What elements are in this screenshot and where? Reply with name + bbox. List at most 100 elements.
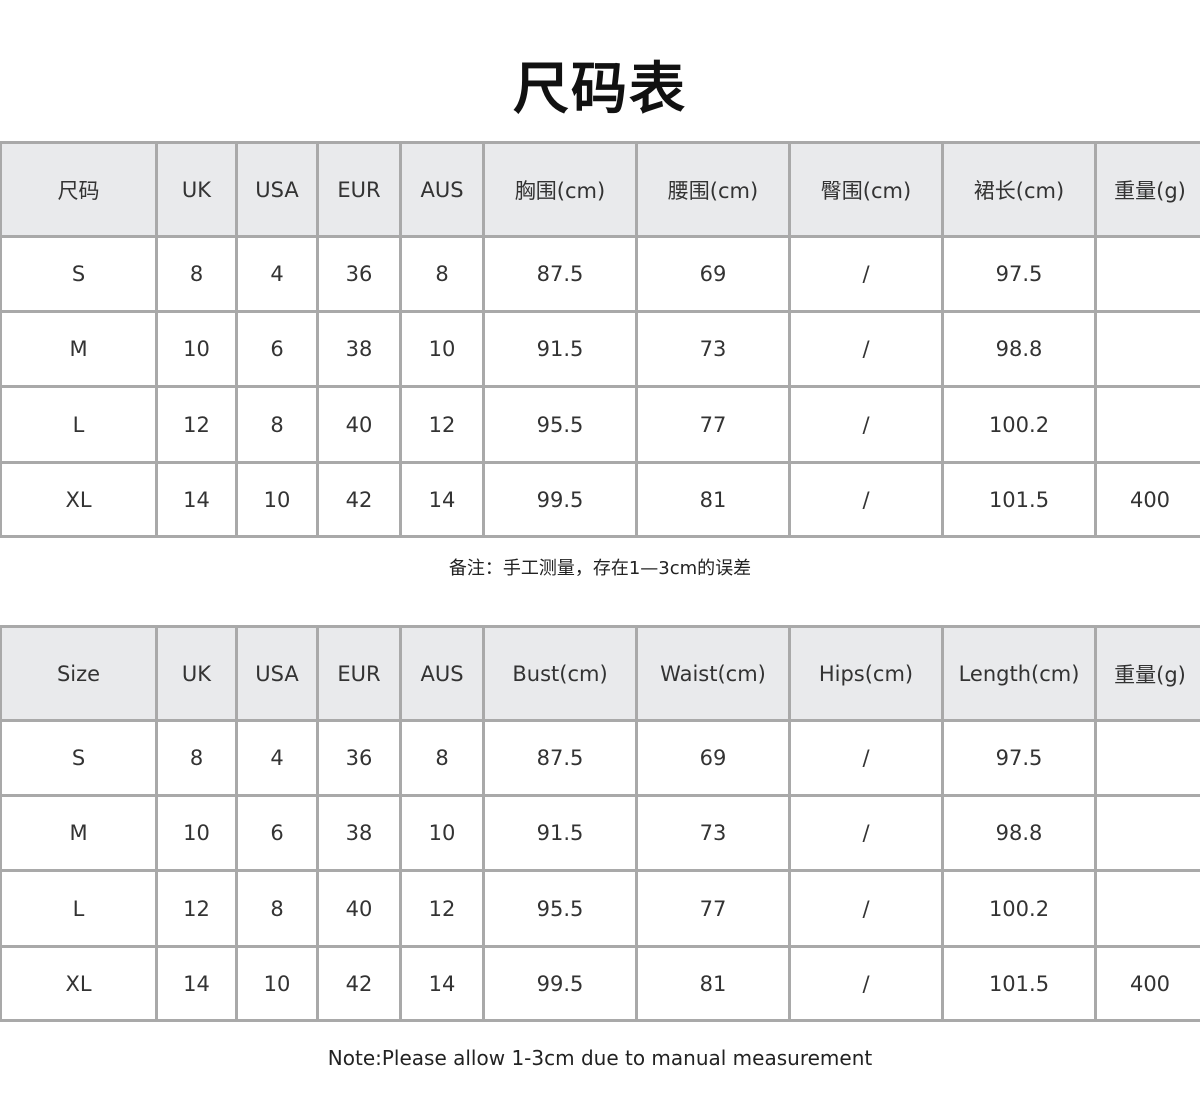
table-cell: 95.5 <box>482 385 638 464</box>
table-cell: 73 <box>635 310 791 388</box>
table-row: XL 14 10 42 14 99.5 81/101.5 400 <box>0 945 1200 1022</box>
table-cell: / <box>788 461 944 538</box>
table-cell: 8 <box>155 719 238 797</box>
table-cell: 101.5 <box>941 945 1097 1022</box>
column-header: 重量(g) <box>1094 141 1200 238</box>
table-cell: 14 <box>399 461 485 538</box>
column-header: USA <box>235 625 319 722</box>
table-cell: 12 <box>155 869 238 948</box>
table-cell: 12 <box>155 385 238 464</box>
column-header: 裙长(cm) <box>941 141 1097 238</box>
table-cell: / <box>788 310 944 388</box>
table-cell <box>1094 385 1200 464</box>
table-cell: 69 <box>635 719 791 797</box>
table-cell: 14 <box>399 945 485 1022</box>
table-cell: 12 <box>399 385 485 464</box>
table-cell: 38 <box>316 794 402 872</box>
table-cell: 99.5 <box>482 461 638 538</box>
table-cell: 42 <box>316 461 402 538</box>
column-header: UK <box>155 625 238 722</box>
table-cell: 8 <box>235 385 319 464</box>
table-cell: 91.5 <box>482 794 638 872</box>
table-cell: 10 <box>235 461 319 538</box>
table-cell <box>1094 235 1200 313</box>
table-cell: XL <box>0 945 158 1022</box>
table-cell: 69 <box>635 235 791 313</box>
table-cell: 100.2 <box>941 385 1097 464</box>
column-header: Waist(cm) <box>635 625 791 722</box>
table-row: S 8 4 36 8 87.5 69/97.5 <box>0 235 1200 313</box>
table-cell: M <box>0 310 158 388</box>
table-cell: M <box>0 794 158 872</box>
column-header: EUR <box>316 141 402 238</box>
table-cell: / <box>788 794 944 872</box>
column-header: Hips(cm) <box>788 625 944 722</box>
table-cell: 10 <box>235 945 319 1022</box>
column-header: UK <box>155 141 238 238</box>
table-cell: 77 <box>635 385 791 464</box>
table-cell: 12 <box>399 869 485 948</box>
table-cell: 40 <box>316 385 402 464</box>
column-header: 腰围(cm) <box>635 141 791 238</box>
header-row: 尺码 UK USA EUR AUS 胸围(cm) 腰围(cm) 臀围(cm) 裙长(cm) 重量(… <box>0 141 1200 238</box>
table-cell: 10 <box>155 794 238 872</box>
table-cell: 8 <box>399 719 485 797</box>
table-cell: 98.8 <box>941 310 1097 388</box>
table-cell: L <box>0 385 158 464</box>
table-cell: S <box>0 719 158 797</box>
measurement-note-english: Note:Please allow 1-3cm due to manual me… <box>327 1046 873 1070</box>
column-header: 胸围(cm) <box>482 141 638 238</box>
table-cell: 87.5 <box>482 719 638 797</box>
table-row: M 10 6 38 10 91.5 73/98.8 <box>0 794 1200 872</box>
table-cell: 97.5 <box>941 235 1097 313</box>
table-cell: 10 <box>399 310 485 388</box>
table-cell: 98.8 <box>941 794 1097 872</box>
table-cell: / <box>788 385 944 464</box>
table-cell: S <box>0 235 158 313</box>
page-title: 尺码表 <box>513 57 687 122</box>
column-header: 尺码 <box>0 141 158 238</box>
column-header: USA <box>235 141 319 238</box>
column-header: AUS <box>399 625 485 722</box>
column-header: AUS <box>399 141 485 238</box>
table-cell: 36 <box>316 235 402 313</box>
table-row: XL 14 10 42 14 99.5 81/101.5 400 <box>0 461 1200 538</box>
table-cell: 77 <box>635 869 791 948</box>
table-cell: 100.2 <box>941 869 1097 948</box>
column-header: Size <box>0 625 158 722</box>
column-header: 臀围(cm) <box>788 141 944 238</box>
table-cell: 99.5 <box>482 945 638 1022</box>
table-cell: 101.5 <box>941 461 1097 538</box>
table-cell: 95.5 <box>482 869 638 948</box>
table-cell: 4 <box>235 235 319 313</box>
table-cell: 6 <box>235 794 319 872</box>
table-cell <box>1094 310 1200 388</box>
table-cell: 42 <box>316 945 402 1022</box>
table-row: L 12 8 40 12 95.5 77/100.2 <box>0 385 1200 464</box>
table-cell: 91.5 <box>482 310 638 388</box>
table-cell: 14 <box>155 461 238 538</box>
column-header: Length(cm) <box>941 625 1097 722</box>
table-cell: 4 <box>235 719 319 797</box>
table-cell: 10 <box>155 310 238 388</box>
size-chart-table-english: Size UK USA EUR AUS Bust(cm) Waist(cm) Hips(cm)… <box>0 625 1200 1022</box>
table-cell: 81 <box>635 945 791 1022</box>
table-cell: 40 <box>316 869 402 948</box>
table-cell <box>1094 719 1200 797</box>
table-row: S 8 4 36 8 87.5 69/97.5 <box>0 719 1200 797</box>
table-row: L 12 8 40 12 95.5 77/100.2 <box>0 869 1200 948</box>
table-cell: 97.5 <box>941 719 1097 797</box>
table-cell: / <box>788 719 944 797</box>
table-cell: / <box>788 869 944 948</box>
table-cell: 8 <box>155 235 238 313</box>
table-cell: 38 <box>316 310 402 388</box>
table-cell: L <box>0 869 158 948</box>
table-cell: 81 <box>635 461 791 538</box>
size-chart-table-chinese: 尺码 UK USA EUR AUS 胸围(cm) 腰围(cm) 臀围(cm) 裙长(cm) 重量(… <box>0 141 1200 538</box>
table-cell <box>1094 794 1200 872</box>
measurement-note-chinese: 备注：手工测量，存在1—3cm的误差 <box>448 558 752 579</box>
table-cell: 36 <box>316 719 402 797</box>
table-cell: 14 <box>155 945 238 1022</box>
table-cell: / <box>788 945 944 1022</box>
column-header: Bust(cm) <box>482 625 638 722</box>
